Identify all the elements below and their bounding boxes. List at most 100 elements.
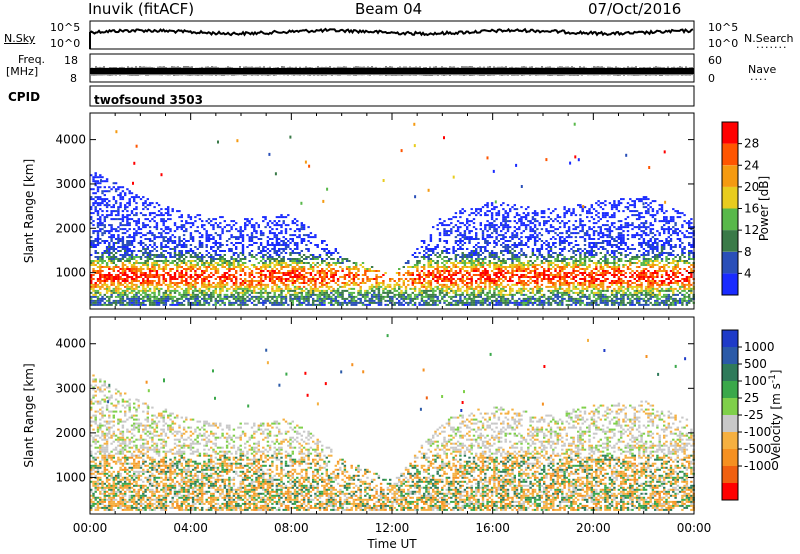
data-cell xyxy=(506,301,510,304)
data-cell xyxy=(237,264,240,266)
data-cell xyxy=(352,295,356,298)
data-cell xyxy=(153,303,156,306)
data-cell xyxy=(524,293,528,296)
data-cell xyxy=(466,236,469,239)
data-cell xyxy=(99,176,102,179)
data-cell xyxy=(230,242,233,244)
data-cell xyxy=(151,303,154,306)
data-cell xyxy=(205,287,208,290)
data-cell xyxy=(280,226,283,229)
data-cell xyxy=(463,256,467,258)
data-cell xyxy=(169,262,172,264)
data-cell xyxy=(370,266,374,268)
data-cell xyxy=(239,270,242,272)
data-cell xyxy=(139,283,143,286)
data-cell xyxy=(377,270,381,272)
data-cell xyxy=(103,282,106,284)
data-cell xyxy=(253,264,256,266)
data-cell xyxy=(300,297,303,300)
data-cell xyxy=(484,212,487,215)
data-cell xyxy=(497,264,501,266)
data-cell xyxy=(275,262,279,264)
data-cell xyxy=(289,270,292,272)
data-cell xyxy=(205,301,208,304)
data-cell xyxy=(438,299,442,302)
data-cell xyxy=(504,278,507,280)
data-cell xyxy=(355,295,358,298)
data-cell xyxy=(475,238,478,240)
data-cell xyxy=(232,283,236,286)
data-cell xyxy=(142,254,145,256)
data-cell xyxy=(133,200,136,203)
data-cell xyxy=(198,242,202,244)
data-cell xyxy=(368,270,371,272)
data-cell xyxy=(121,196,125,199)
data-cell xyxy=(468,282,471,284)
data-cell xyxy=(219,299,222,302)
data-cell xyxy=(398,301,401,304)
data-cell xyxy=(135,220,138,223)
data-cell xyxy=(119,202,122,205)
data-cell xyxy=(275,283,279,286)
data-cell xyxy=(454,216,458,219)
data-cell xyxy=(477,285,480,288)
data-cell xyxy=(203,262,206,264)
data-cell xyxy=(441,258,444,260)
data-cell xyxy=(121,242,125,244)
data-cell xyxy=(418,278,421,280)
data-cell xyxy=(531,254,535,256)
data-cell xyxy=(144,274,147,276)
data-cell xyxy=(108,254,111,256)
data-cell xyxy=(90,174,93,177)
data-cell xyxy=(92,260,95,262)
data-cell xyxy=(216,262,220,264)
data-cell xyxy=(309,274,313,276)
data-cell xyxy=(484,280,487,282)
data-cell xyxy=(287,287,290,290)
data-cell xyxy=(302,224,306,227)
data-cell xyxy=(259,260,263,262)
data-cell xyxy=(395,293,399,296)
data-cell xyxy=(280,214,283,217)
data-cell xyxy=(341,293,344,296)
data-cell xyxy=(246,287,249,290)
data-cell xyxy=(176,268,179,270)
data-cell xyxy=(210,258,213,260)
data-cell xyxy=(470,220,473,223)
data-cell xyxy=(235,260,238,262)
data-cell xyxy=(547,246,550,248)
data-cell xyxy=(228,274,231,276)
data-cell xyxy=(357,268,360,270)
data-cell xyxy=(506,297,510,300)
data-cell xyxy=(459,295,462,298)
data-cell xyxy=(445,278,448,280)
data-cell xyxy=(497,276,501,278)
data-cell xyxy=(481,282,485,284)
data-cell xyxy=(436,228,439,231)
data-cell xyxy=(124,293,127,296)
data-cell xyxy=(488,276,491,278)
data-cell xyxy=(332,299,335,302)
data-cell xyxy=(198,252,202,254)
data-cell xyxy=(293,272,297,274)
data-cell xyxy=(334,250,337,252)
data-cell xyxy=(212,289,215,292)
data-cell xyxy=(205,278,208,280)
data-cell xyxy=(339,301,342,304)
data-cell xyxy=(459,248,462,250)
data-cell xyxy=(187,266,190,268)
data-cell xyxy=(466,220,469,223)
data-cell xyxy=(327,262,331,264)
data-cell xyxy=(180,254,183,256)
data-cell xyxy=(273,236,276,239)
data-cell xyxy=(533,266,537,268)
data-cell xyxy=(96,291,100,294)
data-cell xyxy=(438,266,442,268)
data-cell xyxy=(187,282,190,284)
data-cell xyxy=(547,220,550,223)
data-cell xyxy=(341,303,344,306)
data-cell xyxy=(257,283,260,286)
data-cell xyxy=(549,238,553,240)
data-cell xyxy=(121,301,125,304)
data-cell xyxy=(447,266,451,268)
